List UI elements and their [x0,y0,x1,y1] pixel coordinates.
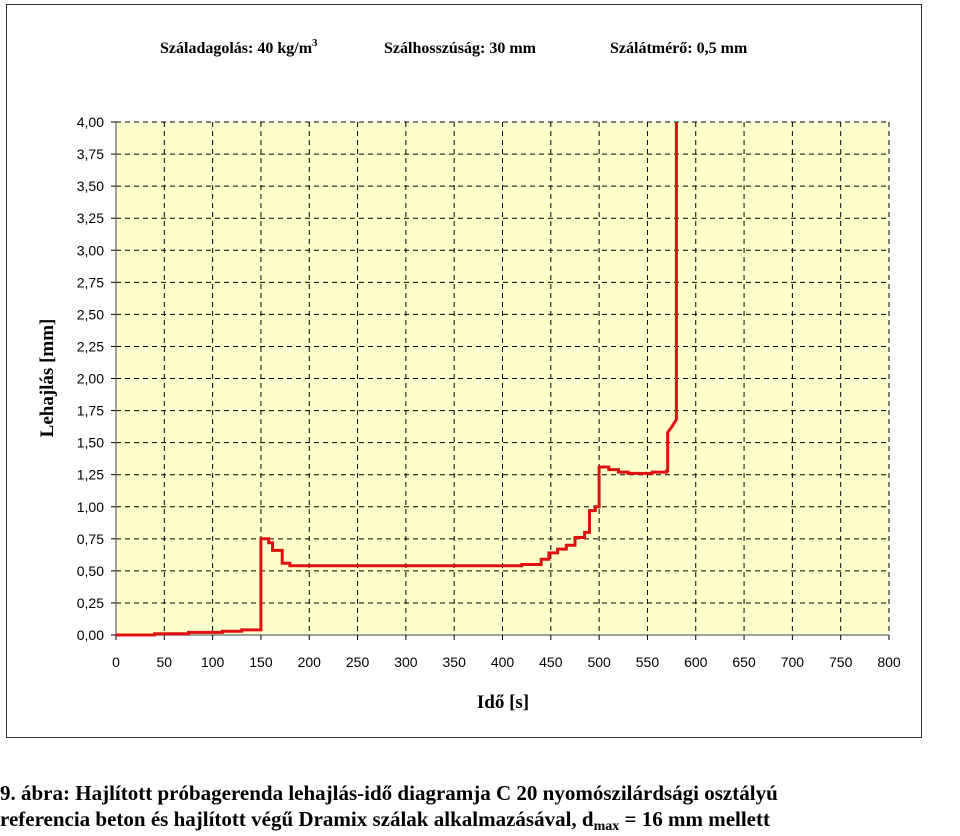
chart-title-length: Szálhosszúság: 30 mm [384,40,537,57]
chart: Száladagolás: 40 kg/m3 Szálhosszúság: 30… [37,37,901,713]
y-tick-label: 0,50 [77,563,104,579]
series-line-0 [116,122,678,637]
x-tick-label: 100 [201,654,225,670]
x-tick-label: 400 [491,654,515,670]
y-tick-label: 1,25 [77,467,104,483]
caption-line-2-sub: max [593,819,620,834]
x-tick-label: 300 [394,654,418,670]
caption-line-1: 9. ábra: Hajlított próbagerenda lehajlás… [0,781,778,805]
y-tick-label: 0,75 [77,531,104,547]
caption-line-2-main: referencia beton és hajlított végű Drami… [0,807,594,831]
y-tick-label: 1,00 [77,499,104,515]
x-tick-label: 450 [539,654,563,670]
chart-title-dose-sup: 3 [312,37,318,49]
y-tick-label: 2,25 [77,338,104,354]
x-tick-label: 500 [587,654,611,670]
figure-caption: 9. ábra: Hajlított próbagerenda lehajlás… [0,780,960,834]
y-tick-label: 0,25 [77,595,104,611]
y-tick-labels: 0,00 0,25 0,50 0,75 1,00 1,25 1,50 1,75 2,00 2,25… [77,114,116,643]
y-tick-label: 3,00 [77,242,104,258]
y-tick-label: 2,00 [77,371,104,387]
y-tick-label: 1,75 [77,403,104,419]
y-axis-label: Lehajlás [mm] [37,319,58,438]
y-tick-label: 4,00 [77,114,104,130]
caption-line-2-end: = 16 mm mellett [619,807,771,831]
caption-line-2: referencia beton és hajlított végű Drami… [0,806,960,834]
x-tick-label: 800 [877,654,901,670]
x-tick-label: 50 [157,654,173,670]
y-tick-label: 2,50 [77,306,104,322]
x-tick-label: 250 [346,654,370,670]
chart-title-dose: Száladagolás: 40 kg/m3 [160,37,318,57]
x-tick-label: 750 [829,654,853,670]
x-tick-label: 0 [112,654,120,670]
chart-title-dose-text: Száladagolás: 40 kg/m [160,40,313,57]
y-tick-label: 3,75 [77,146,104,162]
x-tick-label: 700 [781,654,805,670]
y-tick-label: 0,00 [77,627,104,643]
x-tick-label: 350 [443,654,467,670]
x-tick-label: 200 [298,654,322,670]
series-group [116,122,678,637]
y-tick-label: 3,50 [77,178,104,194]
x-tick-label: 650 [732,654,756,670]
x-tick-labels: 0 50 100 150 200 250 300 350 400 450 500 550 600 650 7… [112,635,901,670]
y-tick-label: 1,50 [77,435,104,451]
y-tick-label: 2,75 [77,274,104,290]
x-tick-label: 150 [249,654,273,670]
chart-title-diameter: Szálátmérő: 0,5 mm [610,40,748,57]
x-tick-label: 600 [684,654,708,670]
x-axis-label: Idő [s] [477,692,529,713]
y-tick-label: 3,25 [77,210,104,226]
grid-lines [116,121,890,635]
x-tick-label: 550 [636,654,660,670]
